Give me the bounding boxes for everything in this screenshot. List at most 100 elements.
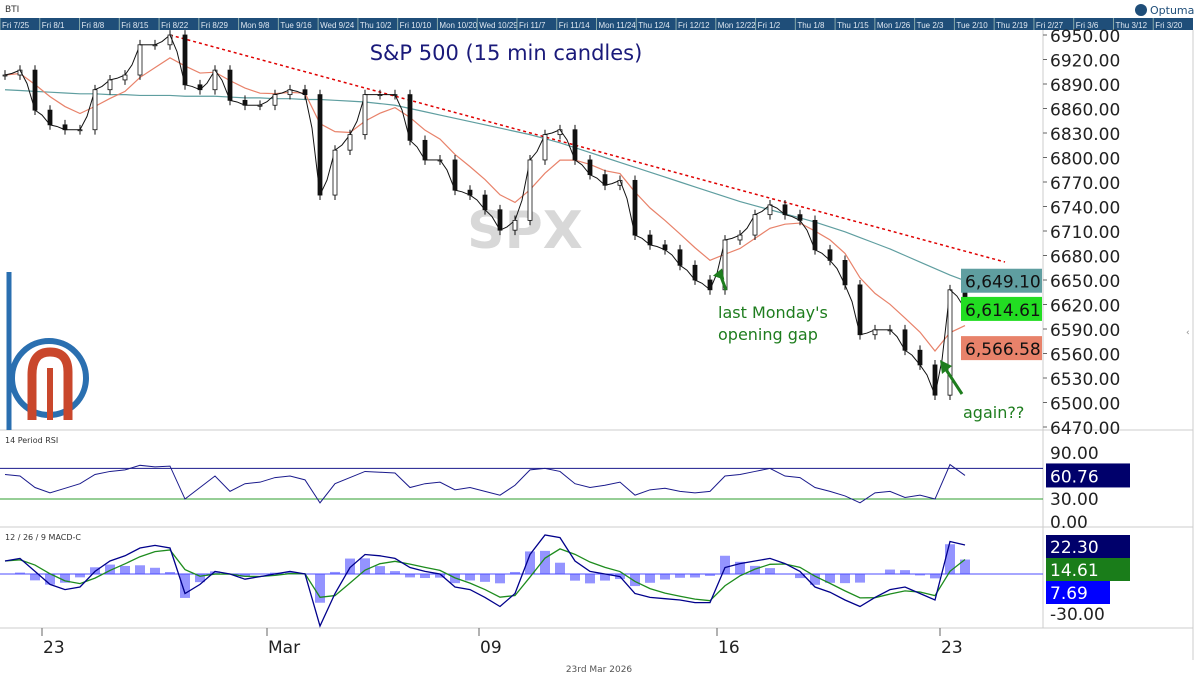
candle-series: [79, 89, 96, 130]
macd-histogram-bar: [195, 574, 205, 583]
short-moving-average: [4, 57, 966, 353]
macd-histogram-bar: [360, 558, 370, 574]
annotation-again: again??: [940, 360, 1024, 422]
candle-body: [467, 189, 473, 196]
scroll-right-icon[interactable]: ‹: [1186, 328, 1190, 338]
rsi-panel[interactable]: 14 Period RSI 90.00 30.00 0.00 60.76: [0, 436, 1130, 533]
brand-logo: Optuma: [1135, 4, 1194, 17]
macd-panel[interactable]: 12 / 26 / 9 MACD-C -30.00 22.30 14.61 7.69: [0, 533, 1130, 628]
last-value-box: [1046, 581, 1110, 604]
candle-body: [62, 124, 68, 131]
top-date-label: Fri 2/27: [1036, 21, 1064, 30]
candle-body: [137, 44, 143, 76]
macd-histogram-bar: [435, 574, 445, 578]
macd-histogram-bar: [375, 566, 385, 574]
top-date-label: Mon 1/26: [877, 21, 911, 30]
candle-series: [34, 109, 51, 126]
candle-series: [619, 180, 636, 236]
top-date-label: Fri 11/7: [519, 21, 546, 30]
y-tick-label: 6740.00: [1050, 198, 1120, 218]
y-tick-label: 6770.00: [1050, 174, 1120, 194]
candle-series: [109, 74, 126, 81]
last-value-label: 14.61: [1050, 561, 1099, 581]
candle-series: [574, 159, 591, 175]
top-date-label: Tue 2/3: [917, 21, 944, 30]
candle-series: [469, 194, 486, 211]
arrow-head-icon: [940, 360, 952, 374]
candle-body: [917, 349, 923, 366]
top-date-label: Fri 10/10: [400, 21, 432, 30]
candle-series: [694, 279, 711, 291]
y-tick-label: 0.00: [1050, 513, 1088, 533]
macd-histogram-bar: [825, 574, 835, 583]
macd-histogram-bar: [765, 568, 775, 574]
macd-histogram-bar: [705, 574, 715, 576]
candle-series: [304, 94, 321, 196]
candle-body: [242, 99, 248, 106]
top-date-label: Mon 9/8: [241, 21, 270, 30]
x-tick-label: 16: [718, 638, 740, 658]
candle-body: [212, 69, 218, 91]
candle-body: [167, 34, 173, 46]
annotation-text: last Monday's: [718, 303, 828, 322]
signal-line: [4, 548, 966, 602]
macd-histogram-bar: [810, 574, 820, 585]
macd-histogram-bar: [150, 567, 160, 574]
candle-series: [754, 204, 771, 216]
top-date-label: Thu 1/15: [837, 21, 869, 30]
top-date-label: Thu 2/19: [996, 21, 1028, 30]
macd-histogram-bar: [750, 565, 760, 574]
macd-histogram-bar: [210, 571, 220, 574]
macd-histogram-bar: [45, 574, 55, 585]
top-date-label: Mon 10/20: [439, 21, 477, 30]
candle-body: [77, 129, 83, 132]
candle-body: [572, 129, 578, 161]
macd-line: [4, 534, 966, 628]
macd-histogram-bar: [165, 572, 175, 574]
macd-histogram-bar: [135, 565, 145, 574]
candle-series: [214, 69, 231, 101]
candle-series: [124, 44, 141, 76]
candle-body: [152, 44, 158, 47]
macd-histogram-bar: [330, 571, 340, 574]
candle-body: [782, 204, 788, 216]
macd-histogram-bar: [675, 574, 685, 578]
top-date-label: Fri 8/29: [201, 21, 229, 30]
y-tick-label: 6560.00: [1050, 345, 1120, 365]
candle-body: [302, 89, 308, 96]
candle-body: [482, 194, 488, 211]
x-axis: 23 Mar 09 16 23: [41, 628, 963, 658]
last-value-label: 7.69: [1050, 584, 1088, 604]
y-tick-label: 6710.00: [1050, 223, 1120, 243]
candle-series: [514, 159, 531, 221]
top-date-label: Fri 1/2: [758, 21, 781, 30]
optuma-logo-icon: [1135, 4, 1147, 16]
macd-histogram-bar: [285, 571, 295, 574]
macd-histogram-bar: [960, 559, 970, 574]
macd-histogram-bar: [660, 574, 670, 580]
candle-series: [199, 69, 216, 91]
candle-series: [859, 329, 876, 336]
macd-histogram-bar: [30, 574, 40, 581]
last-value-label: 6,566.58: [965, 340, 1041, 360]
panel-title: 12 / 26 / 9 MACD-C: [5, 533, 81, 542]
candle-body: [857, 284, 863, 336]
price-panel[interactable]: 6950.00 6920.00 6890.00 6860.00 6830.00 6800.…: [2, 27, 1120, 439]
trendline: [169, 34, 1006, 263]
candle-series: [499, 219, 516, 231]
candle-series: [649, 244, 666, 251]
symbol-label: BTI: [5, 5, 19, 15]
arrow-head-icon: [712, 268, 725, 280]
candle-series: [739, 214, 756, 236]
top-date-label: Fri 8/8: [82, 21, 105, 30]
candle-series: [229, 99, 246, 106]
candle-body: [317, 94, 323, 196]
candle-body: [47, 109, 53, 126]
macd-histogram-bar: [855, 574, 865, 583]
macd-histogram-bar: [465, 574, 475, 581]
macd-histogram-bar: [510, 571, 520, 574]
top-date-strip[interactable]: Fri 7/25 Fri 8/1 Fri 8/8 Fri 8/15 Fri 8/22 Fr…: [0, 18, 1193, 30]
candle-body: [647, 234, 653, 246]
macd-histogram-bar: [930, 574, 940, 579]
